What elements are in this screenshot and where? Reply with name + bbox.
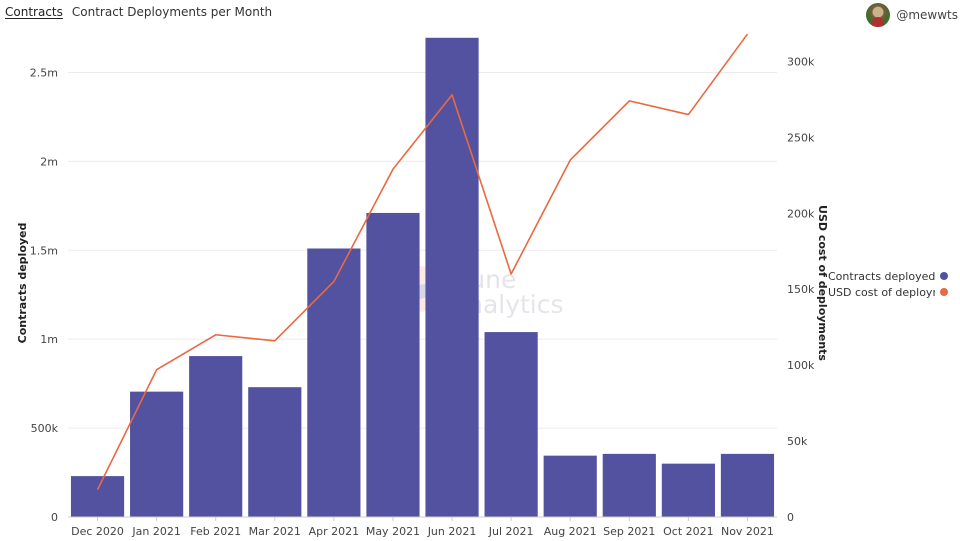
legend-label-contracts: Contracts deployed (828, 269, 935, 283)
y-right-tick-label: 50k (787, 435, 808, 448)
y-left-tick-label: 1m (40, 333, 58, 346)
x-tick-label: Mar 2021 (249, 525, 301, 538)
x-tick-label: Oct 2021 (663, 525, 714, 538)
bar-dec-2020[interactable] (70, 476, 125, 517)
bar-aug-2021[interactable] (543, 455, 597, 517)
bar-oct-2021[interactable] (661, 463, 715, 517)
bar-jun-2021[interactable] (425, 37, 479, 517)
chart-title: Contract Deployments per Month (71, 5, 273, 19)
bar-may-2021[interactable] (366, 212, 420, 517)
bar-sep-2021[interactable] (602, 453, 656, 517)
y-right-tick-label: 200k (787, 207, 815, 220)
usd-cost-line[interactable] (96, 33, 749, 491)
bar-nov-2021[interactable] (720, 453, 775, 517)
query-tab-link[interactable]: Contracts (5, 5, 63, 19)
y-left-tick-label: 1.5m (30, 244, 58, 257)
y-axis-left-title: Contracts deployed (16, 223, 29, 344)
legend-dot-icon (940, 288, 948, 296)
x-tick-label: May 2021 (366, 525, 420, 538)
y-right-tick-label: 0 (787, 511, 794, 524)
user-avatar-icon[interactable] (866, 3, 891, 27)
x-tick-label: Jul 2021 (488, 525, 534, 538)
gridlines (68, 71, 777, 429)
x-tick-label: Dec 2020 (71, 525, 124, 538)
line-series (96, 33, 749, 491)
legend-item-contracts[interactable]: Contracts deployed (828, 268, 948, 284)
y-left-tick-label: 500k (31, 422, 59, 435)
x-tick-label: Feb 2021 (190, 525, 241, 538)
x-tick-label: Apr 2021 (309, 525, 360, 538)
legend-label-usd-cost: USD cost of deployme (828, 285, 935, 299)
x-tick-label: Jun 2021 (427, 525, 477, 538)
axes: 0 500k 1m 1.5m 2m 2.5m 0 50k 100k 150k 200k 250k 300… (30, 55, 815, 538)
chart-legend: Contracts deployed USD cost of deployme (828, 268, 948, 300)
y-axis-right-title: USD cost of deployments (816, 205, 829, 361)
x-tick-label: Jan 2021 (131, 525, 180, 538)
chart-header: Contracts Contract Deployments per Month (5, 5, 272, 23)
x-tick-label: Aug 2021 (544, 525, 597, 538)
bar-jan-2021[interactable] (130, 391, 184, 517)
legend-dot-icon (940, 272, 948, 280)
x-tick-label: Sep 2021 (603, 525, 655, 538)
y-right-tick-label: 100k (787, 359, 815, 372)
legend-item-usd-cost[interactable]: USD cost of deployme (828, 284, 948, 300)
bar-mar-2021[interactable] (248, 387, 302, 517)
dune-watermark: Dune Analytics (396, 265, 564, 319)
bar-apr-2021[interactable] (307, 248, 361, 517)
y-left-tick-label: 2m (40, 155, 58, 168)
x-tick-label: Nov 2021 (721, 525, 774, 538)
bar-feb-2021[interactable] (189, 356, 243, 517)
author-profile[interactable]: @mewwts (866, 3, 958, 27)
y-right-tick-label: 300k (787, 55, 815, 68)
y-right-tick-label: 150k (787, 283, 815, 296)
y-left-tick-label: 0 (51, 511, 58, 524)
author-handle[interactable]: @mewwts (896, 8, 958, 22)
bar-jul-2021[interactable] (484, 332, 538, 517)
bar-series (70, 37, 775, 517)
y-right-tick-label: 250k (787, 131, 815, 144)
y-left-tick-label: 2.5m (30, 66, 58, 79)
